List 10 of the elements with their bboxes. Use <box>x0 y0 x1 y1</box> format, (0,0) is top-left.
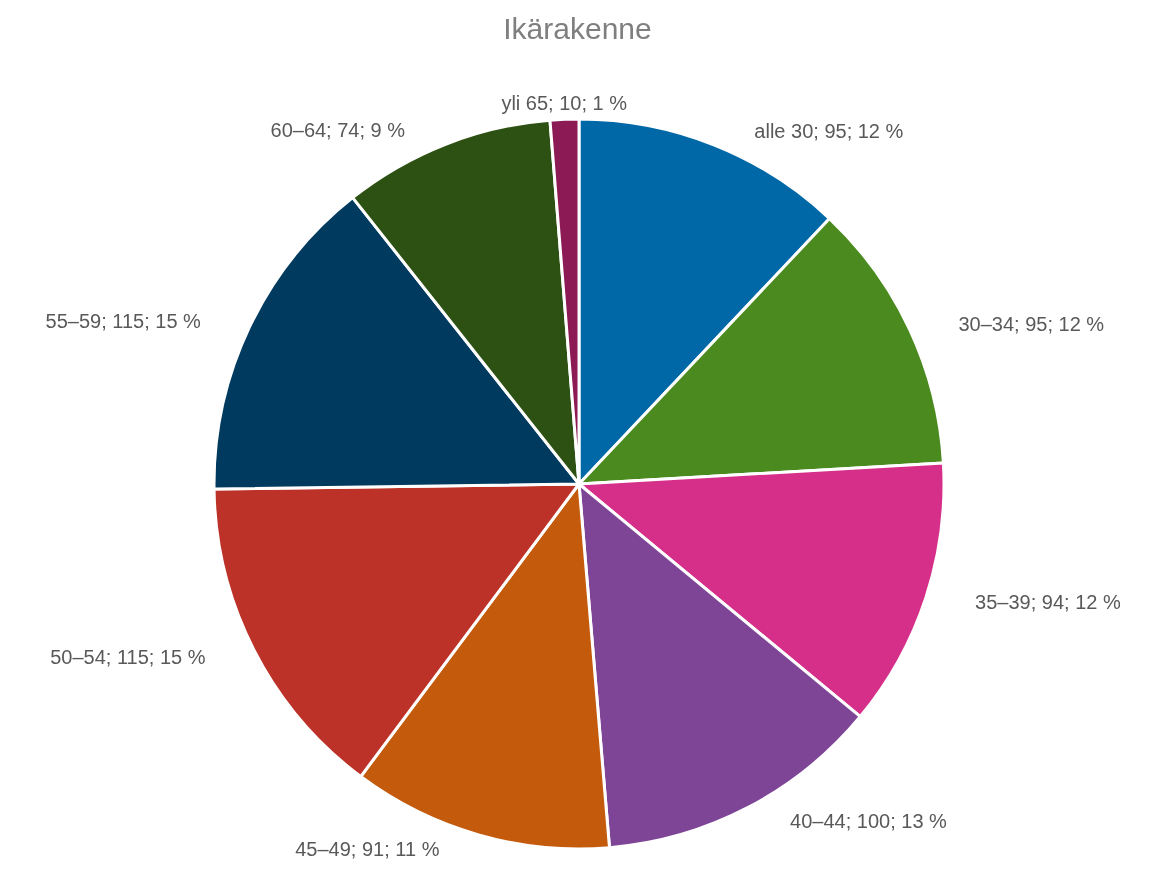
slice-label: 40–44; 100; 13 % <box>790 809 948 832</box>
slice-label: 50–54; 115; 15 % <box>50 645 206 668</box>
slice-label: 35–39; 94; 12 % <box>975 591 1122 614</box>
slice-label: alle 30; 95; 12 % <box>754 119 904 142</box>
slice-label: 55–59; 115; 15 % <box>45 309 202 332</box>
slice-label: 60–64; 74; 9 % <box>270 119 406 142</box>
slice-label: yli 65; 10; 1 % <box>501 92 628 115</box>
slice-label: 30–34; 95; 12 % <box>958 312 1105 335</box>
slice-label: 45–49; 91; 11 % <box>295 838 440 861</box>
chart-title: Ikärakenne <box>503 11 652 45</box>
